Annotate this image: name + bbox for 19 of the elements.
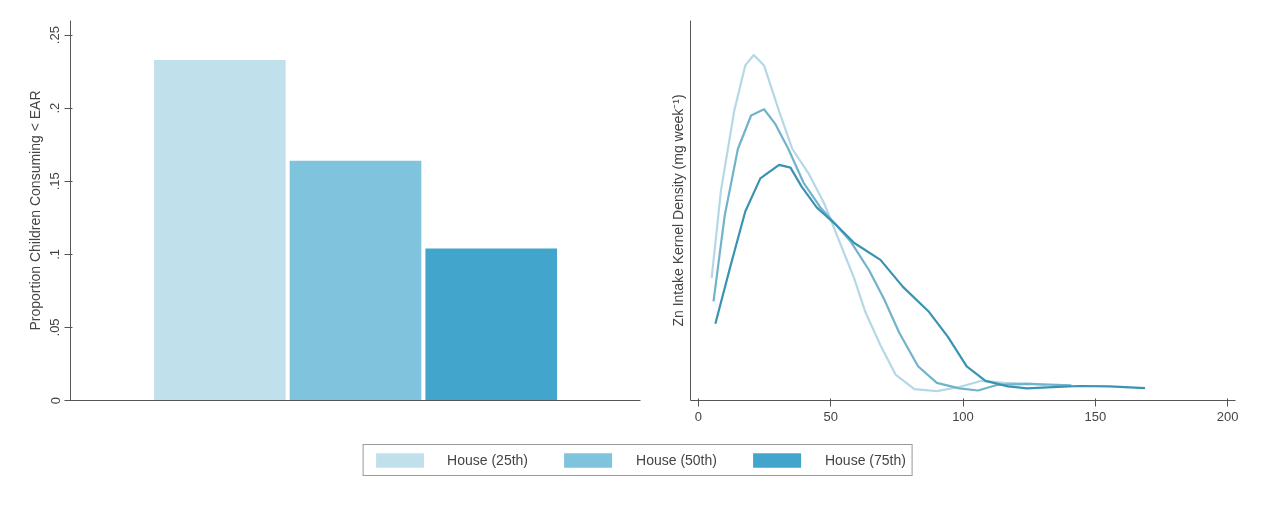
legend-label: House (75th) xyxy=(824,452,906,468)
legend-label: House (25th) xyxy=(447,452,529,468)
bar xyxy=(289,160,422,401)
y-tick-label: 0 xyxy=(47,396,63,405)
y-tick-label: .25 xyxy=(47,26,63,45)
y-axis-title: Zn Intake Kernel Density (mg week⁻¹) xyxy=(669,94,686,327)
x-tick-label: 0 xyxy=(694,408,703,424)
x-tick-label: 200 xyxy=(1216,408,1239,424)
y-tick-label: .05 xyxy=(47,318,63,337)
y-tick-label: .2 xyxy=(47,102,63,114)
bar xyxy=(153,59,286,401)
x-tick-label: 50 xyxy=(823,408,838,424)
y-tick-label: .1 xyxy=(47,248,63,260)
x-tick-label: 150 xyxy=(1084,408,1107,424)
y-axis-title: Proportion Children Consuming < EAR xyxy=(26,90,43,331)
x-tick-label: 100 xyxy=(952,408,974,424)
legend-label: House (50th) xyxy=(636,452,717,468)
y-tick-label: .15 xyxy=(47,172,63,191)
bar xyxy=(425,248,558,401)
